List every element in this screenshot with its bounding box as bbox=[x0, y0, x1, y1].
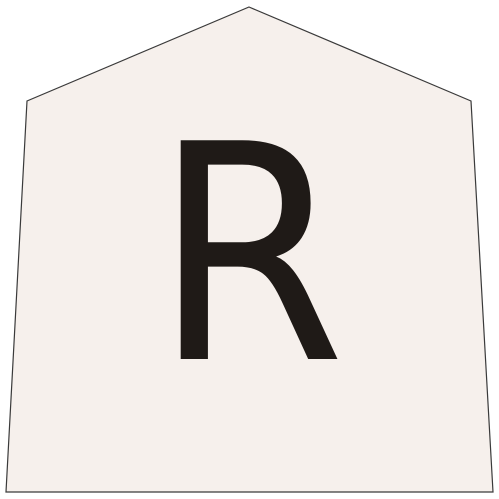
piece-letter: R bbox=[153, 81, 346, 430]
piece-outline bbox=[5, 6, 494, 493]
